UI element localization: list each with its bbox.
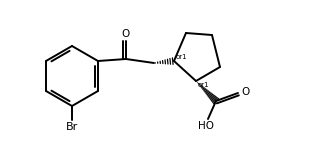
- Text: HO: HO: [198, 121, 214, 131]
- Text: Br: Br: [66, 122, 78, 132]
- Text: O: O: [122, 29, 130, 39]
- Text: or1: or1: [198, 82, 210, 88]
- Text: or1: or1: [176, 54, 187, 60]
- Text: O: O: [241, 87, 249, 97]
